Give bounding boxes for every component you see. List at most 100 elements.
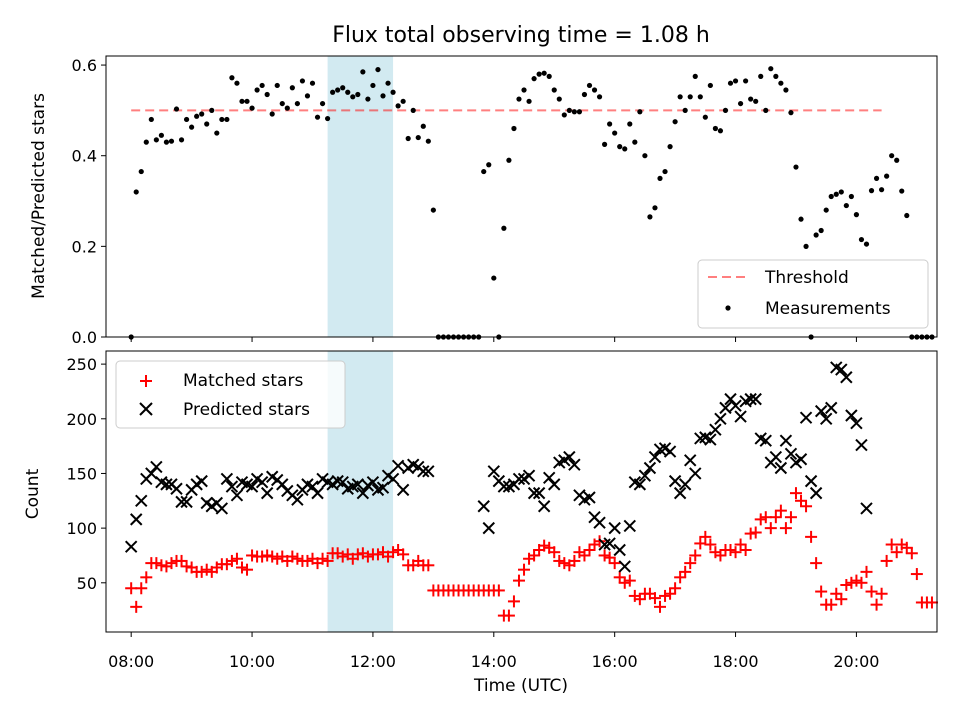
predicted-star-marker-b <box>719 401 732 415</box>
measurement-point <box>773 73 779 79</box>
predicted-star-marker <box>195 474 208 488</box>
predicted-star-marker-b <box>638 469 652 482</box>
predicted-star-marker <box>522 469 536 482</box>
matched-star-marker <box>387 546 400 559</box>
measurement-point <box>304 93 311 99</box>
predicted-star-marker-b <box>830 361 843 374</box>
bottom-y-tick-label: 100 <box>66 519 97 538</box>
measurement-point <box>702 114 708 120</box>
measurement-point <box>385 80 391 86</box>
predicted-star-marker <box>150 460 163 474</box>
predicted-star-marker <box>749 392 762 406</box>
matched-star-marker <box>870 598 883 611</box>
measurement-point <box>833 191 839 197</box>
predicted-star-marker-b <box>522 469 536 482</box>
measurement-point <box>712 125 719 132</box>
predicted-star-marker <box>779 434 793 447</box>
predicted-star-marker <box>648 450 662 464</box>
measurement-point <box>717 128 724 134</box>
matched-star-marker <box>175 554 188 567</box>
predicted-star-marker <box>482 521 495 535</box>
measurement-point <box>778 80 784 86</box>
measurement-point <box>289 85 295 91</box>
matched-star-marker <box>734 538 747 551</box>
predicted-star-marker-b <box>422 465 435 478</box>
x-tick-label: 14:00 <box>471 652 517 671</box>
predicted-star-marker-b <box>568 458 581 471</box>
predicted-star-marker <box>809 486 823 500</box>
matched-star-marker <box>613 571 626 584</box>
matched-star-marker <box>865 585 878 598</box>
measurement-point <box>758 73 764 79</box>
predicted-star-marker <box>255 475 269 489</box>
matched-star-marker <box>150 557 163 570</box>
measurement-point <box>521 87 527 93</box>
predicted-star-marker <box>542 471 556 485</box>
matched-star-marker <box>512 574 525 587</box>
predicted-star-marker <box>391 459 405 473</box>
predicted-star-marker <box>714 412 727 425</box>
measurement-point <box>531 76 537 82</box>
predicted-star-marker <box>225 480 239 493</box>
predicted-star-marker <box>613 543 626 557</box>
matched-star-marker <box>558 557 571 570</box>
predicted-star-marker <box>855 438 868 452</box>
predicted-star-marker-b <box>260 486 274 500</box>
top-y-ticks: 0.0 0.2 0.4 0.6 <box>72 56 106 347</box>
predicted-star-marker-b <box>779 434 793 447</box>
matched-star-marker <box>266 550 279 563</box>
top-legend: Threshold Measurements <box>697 259 929 329</box>
predicted-star-marker <box>568 458 581 471</box>
measurement-point <box>244 98 250 104</box>
measurement-point <box>768 66 774 72</box>
matched-star-marker <box>261 549 274 562</box>
predicted-star-marker-b <box>215 502 229 515</box>
predicted-star-marker <box>603 537 616 550</box>
matched-star-marker <box>714 549 727 562</box>
matched-star-marker <box>623 574 636 587</box>
predicted-legend-swatch <box>139 402 153 416</box>
measurement-point <box>904 212 910 219</box>
chart-title: Flux total observing time = 1.08 h <box>332 23 710 48</box>
predicted-star-marker-b <box>311 486 324 500</box>
predicted-star-marker <box>689 467 702 480</box>
predicted-star-marker-b <box>130 513 143 526</box>
matched-star-marker <box>795 494 808 507</box>
measurement-point <box>234 80 240 86</box>
measurement-point <box>355 91 361 98</box>
matched-star-marker <box>900 541 913 554</box>
predicted-star-marker <box>215 502 229 515</box>
measurement-point <box>868 188 875 194</box>
predicted-star-marker-b <box>699 431 712 444</box>
measurement-point <box>894 157 900 163</box>
measurement-point <box>889 153 895 159</box>
predicted-star-marker-b <box>774 461 788 475</box>
predicted-star-marker-b <box>291 493 304 506</box>
predicted-star-marker <box>729 399 742 412</box>
matched-star-marker <box>336 550 349 563</box>
measurement-point <box>879 187 885 193</box>
matched-stars-points <box>125 487 938 622</box>
predicted-star-marker-b <box>603 537 616 550</box>
measurement-point <box>274 82 280 89</box>
matched-legend-swatch <box>140 375 152 387</box>
matched-star-marker <box>815 585 828 598</box>
predicted-star-marker-b <box>744 392 757 406</box>
predicted-star-marker-b <box>729 399 742 412</box>
measurement-point <box>823 207 829 213</box>
measurement-point <box>168 138 175 144</box>
measurement-point <box>627 121 633 127</box>
matched-star-marker <box>422 559 435 572</box>
predicted-star-marker <box>230 489 244 502</box>
predicted-star-marker-b <box>391 459 405 473</box>
predicted-star-marker-b <box>175 495 188 509</box>
matched-star-marker <box>744 527 757 540</box>
predicted-star-marker-b <box>220 472 234 486</box>
top-y-tick-label: 0.2 <box>72 237 97 256</box>
measurement-point <box>400 98 406 104</box>
predicted-star-marker <box>512 472 526 486</box>
predicted-star-marker-b <box>200 496 213 510</box>
matched-star-marker <box>754 513 767 526</box>
predicted-star-marker-b <box>714 412 727 425</box>
